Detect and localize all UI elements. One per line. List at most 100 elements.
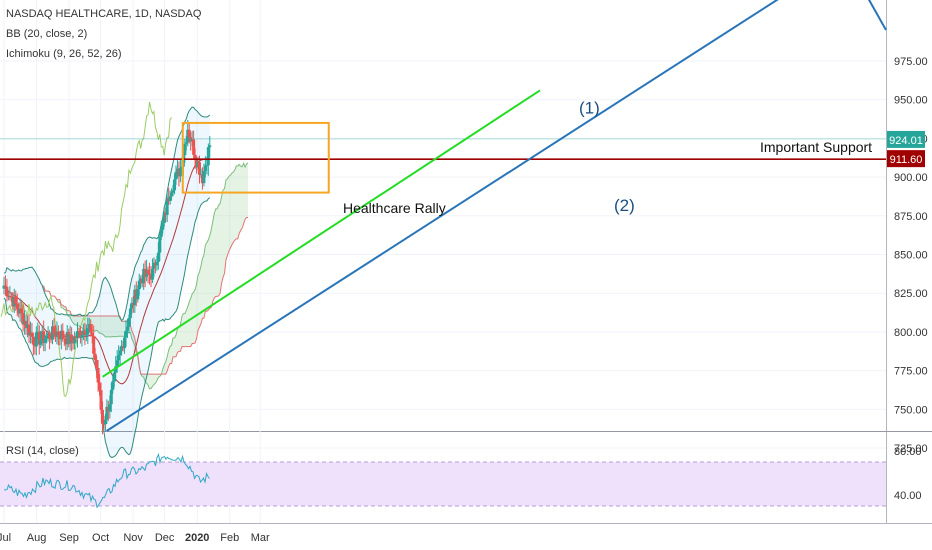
candle-body <box>127 318 131 327</box>
candle-body <box>21 312 25 325</box>
candle-body <box>89 324 93 333</box>
candle-body <box>56 331 60 336</box>
price-axis-label: 875.00 <box>894 211 928 223</box>
candle-body <box>73 336 77 344</box>
candle-body <box>203 165 207 171</box>
candle-body <box>78 331 82 338</box>
candle-body <box>171 190 175 193</box>
candle-body <box>27 324 31 336</box>
time-axis-label: Sep <box>59 532 79 544</box>
drawing-tools[interactable] <box>0 0 887 432</box>
rsi-band <box>0 462 886 506</box>
candle-body <box>9 295 13 298</box>
candle-body <box>193 154 197 160</box>
candle-body <box>206 147 210 166</box>
candle-body <box>39 339 43 345</box>
candle-body <box>165 198 169 215</box>
candle-body <box>158 236 162 253</box>
bollinger-bands <box>3 106 211 458</box>
candle-body <box>108 404 112 412</box>
candle-body <box>48 333 52 339</box>
bb-lower-band <box>3 197 211 458</box>
candle-body <box>98 382 102 391</box>
candle-body <box>146 269 150 274</box>
candle-body <box>100 409 104 424</box>
chart-annotations: Healthcare Rally Important Support (1) (2) <box>343 99 872 216</box>
candle-body <box>30 332 34 337</box>
price-axis-label: 800.00 <box>894 327 928 339</box>
candle-body <box>114 366 118 373</box>
rsi-legend[interactable]: RSI (14, close) <box>6 445 79 457</box>
rsi-line <box>3 452 210 509</box>
price-axis-label: 750.00 <box>894 404 928 416</box>
candle-body <box>103 419 107 425</box>
ichimoku-legend[interactable]: Ichimoku (9, 26, 52, 26) <box>6 48 122 60</box>
candle-body <box>168 196 172 201</box>
candle-body <box>2 285 6 289</box>
bb-fill <box>4 107 210 458</box>
candle-body <box>174 171 178 180</box>
bb-basis <box>3 155 211 385</box>
candle-body <box>148 273 152 275</box>
time-axis-label: Oct <box>92 532 109 544</box>
candle-body <box>62 338 66 340</box>
candle-body <box>125 326 129 331</box>
support-price-value: 911.60 <box>890 154 923 166</box>
time-axis-label: Jul <box>0 532 11 544</box>
candle-body <box>136 289 140 300</box>
candle-body <box>76 330 79 338</box>
price-axis-label: 775.00 <box>894 366 928 378</box>
candle-body <box>5 286 9 297</box>
time-axis-label: Mar <box>251 532 270 544</box>
wave-2-label: (2) <box>614 196 635 215</box>
wave-1-label: (1) <box>579 99 600 118</box>
candle-body <box>111 381 115 390</box>
candle-body <box>31 336 35 345</box>
candle-body <box>37 331 41 345</box>
candle-body <box>187 129 191 138</box>
candle-body <box>52 326 56 334</box>
candle-body <box>123 337 127 349</box>
rally-label: Healthcare Rally <box>343 200 446 216</box>
candle-body <box>205 165 209 167</box>
senkou-span-b <box>41 217 248 375</box>
candle-body <box>124 330 128 338</box>
candle-body <box>137 280 141 290</box>
price-axis-label: 950.00 <box>894 95 928 107</box>
candle-body <box>61 330 65 339</box>
candle-body <box>173 179 177 191</box>
candle-body <box>99 390 103 410</box>
candle-body <box>202 170 206 184</box>
kumo-fill <box>42 162 249 389</box>
candle-body <box>95 360 99 368</box>
rsi-axis-label: 80.00 <box>894 446 922 458</box>
candle-body <box>102 423 106 425</box>
candle-body <box>150 268 154 280</box>
time-axis-label: Dec <box>155 532 175 544</box>
price-axis-label: 900.00 <box>894 172 928 184</box>
rsi-axis-label: 40.00 <box>894 490 922 502</box>
rsi-pane <box>0 452 886 509</box>
candle-body <box>42 331 46 343</box>
candle-body <box>152 262 156 269</box>
bb-upper-band <box>3 106 211 321</box>
time-axis-label: 2020 <box>185 532 209 544</box>
candle-body <box>92 335 96 354</box>
candle-body <box>115 360 119 367</box>
price-tags: 924.01 911.60 <box>887 130 925 168</box>
trend-line <box>106 0 779 432</box>
candle-body <box>159 229 163 237</box>
candle-body <box>170 192 174 197</box>
candle-body <box>93 353 97 361</box>
bb-legend[interactable]: BB (20, close, 2) <box>6 28 88 40</box>
candle-body <box>208 145 212 148</box>
last-price-tag <box>887 130 925 148</box>
candle-body <box>112 372 116 382</box>
candle-body <box>105 406 109 420</box>
candle-body <box>198 162 202 175</box>
chart-title: NASDAQ HEALTHCARE, 1D, NASDAQ <box>6 8 202 20</box>
candle-body <box>183 143 187 156</box>
candle-body <box>14 296 18 304</box>
candle-body <box>15 303 19 310</box>
